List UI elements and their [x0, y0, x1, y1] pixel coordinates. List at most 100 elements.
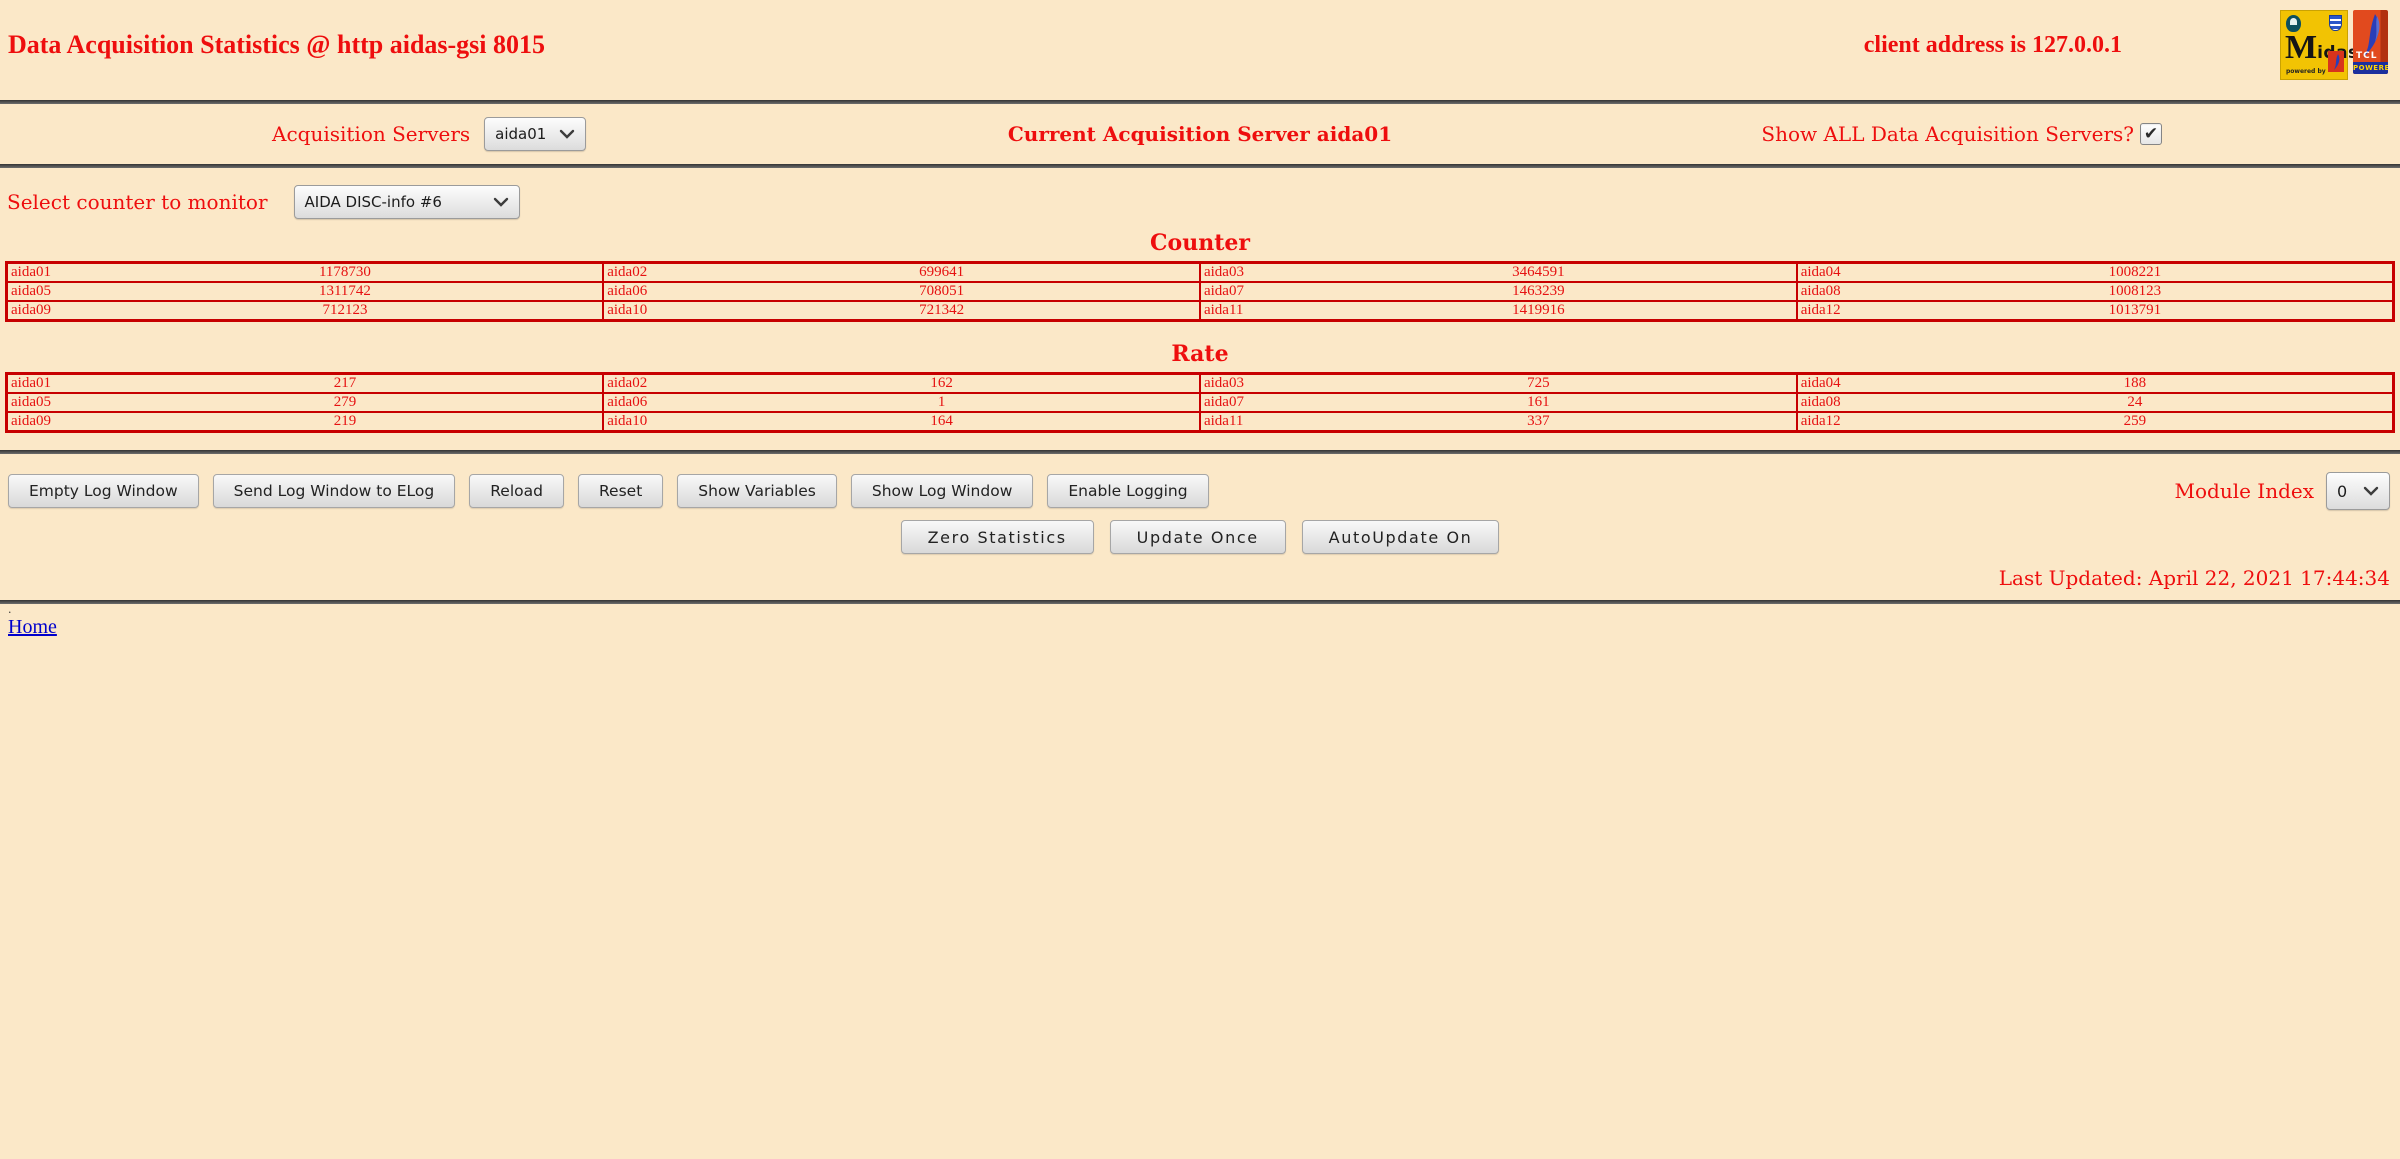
tcl-powered-logo[interactable]: TCL POWERED: [2353, 10, 2388, 74]
value-cell: 217: [87, 372, 605, 394]
checkmark-icon: ✔: [2143, 124, 2159, 144]
table-row: aida01 1178730 aida02 699641 aida03 3464591 ai…: [5, 261, 2395, 283]
acquisition-server-select[interactable]: aida01: [484, 117, 587, 151]
midas-shield-icon: [2286, 15, 2301, 32]
divider-top: [0, 100, 2400, 104]
midas-powered-by-text: powered by: [2286, 68, 2326, 75]
autoupdate-on-button[interactable]: AutoUpdate On: [1301, 520, 1500, 554]
tcl-powered-text: POWERED: [2353, 62, 2388, 74]
value-cell: 1013791: [1877, 300, 2395, 322]
value-cell: 188: [1877, 372, 2395, 394]
server-name-cell: aida02: [602, 372, 685, 394]
value-cell: 161: [1281, 392, 1798, 413]
show-all-label: Show ALL Data Acquisition Servers?: [1761, 122, 2134, 146]
header: Data Acquisition Statistics @ http aidas…: [0, 0, 2400, 100]
server-name-cell: aida03: [1198, 261, 1282, 283]
counter-monitor-select[interactable]: AIDA DISC-info #6: [293, 185, 520, 219]
show-log-window-button[interactable]: Show Log Window: [850, 474, 1034, 508]
value-cell: 1311742: [87, 281, 605, 302]
server-name-cell: aida06: [602, 281, 685, 302]
value-cell: 712123: [87, 300, 605, 322]
value-cell: 1178730: [87, 261, 605, 283]
enable-logging-button[interactable]: Enable Logging: [1047, 474, 1209, 508]
server-name-cell: aida08: [1795, 392, 1878, 413]
counter-select-label: Select counter to monitor: [7, 190, 268, 214]
home-link[interactable]: Home: [8, 616, 57, 638]
server-name-cell: aida11: [1198, 300, 1282, 322]
counter-select-row: Select counter to monitor AIDA DISC-info…: [7, 182, 2400, 222]
midas-logo[interactable]: Midas powered by: [2280, 10, 2358, 80]
server-name-cell: aida12: [1795, 411, 1878, 433]
send-log-window-to-elog-button[interactable]: Send Log Window to ELog: [212, 474, 456, 508]
server-name-cell: aida10: [602, 411, 685, 433]
zero-statistics-button[interactable]: Zero Statistics: [900, 520, 1094, 554]
server-name-cell: aida08: [1795, 281, 1878, 302]
value-cell: 337: [1281, 411, 1798, 433]
table-row: aida05 279 aida06 1 aida07 161 aida08 24: [5, 392, 2395, 413]
current-server-text: Current Acquisition Server aida01: [1007, 122, 1393, 146]
server-name-cell: aida07: [1198, 281, 1282, 302]
value-cell: 279: [87, 392, 605, 413]
server-name-cell: aida11: [1198, 411, 1282, 433]
midas-m: M: [2285, 29, 2318, 66]
chevron-down-icon: [559, 129, 575, 139]
midas-wordmark: Midas: [2285, 29, 2359, 67]
table-row: aida05 1311742 aida06 708051 aida07 1463239 ai…: [5, 281, 2395, 302]
server-name-cell: aida10: [602, 300, 685, 322]
module-index-select-value: 0: [2337, 481, 2348, 501]
server-name-cell: aida09: [5, 411, 88, 433]
value-cell: 699641: [684, 261, 1201, 283]
table-row: aida09 219 aida10 164 aida11 337 aida12 259: [5, 411, 2395, 433]
rate-table-title: Rate: [1171, 341, 1229, 367]
last-updated-text: Last Updated: April 22, 2021 17:44:34: [1998, 566, 2390, 590]
tcl-name-text: TCL: [2356, 51, 2378, 61]
divider-bottom: [0, 600, 2400, 604]
divider-tables: [0, 450, 2400, 454]
value-cell: 708051: [684, 281, 1201, 302]
update-toolbar: Zero Statistics Update Once AutoUpdate O…: [0, 520, 2400, 554]
table-row: aida01 217 aida02 162 aida03 725 aida04 188: [5, 372, 2395, 394]
tcl-feather-icon: [2363, 14, 2380, 58]
stray-dot: .: [8, 603, 12, 616]
module-index-group: Module Index 0: [2174, 471, 2390, 511]
rate-table: aida01 217 aida02 162 aida03 725 aida04 188 aida…: [5, 372, 2395, 433]
value-cell: 1463239: [1281, 281, 1798, 302]
server-name-cell: aida01: [5, 372, 88, 394]
server-name-cell: aida05: [5, 392, 88, 413]
module-index-label: Module Index: [2174, 479, 2315, 503]
server-bar: Acquisition Servers aida01 Current Acqui…: [0, 104, 2400, 164]
acquisition-servers-group: Acquisition Servers aida01: [272, 117, 587, 151]
value-cell: 1008221: [1877, 261, 2395, 283]
counter-table: aida01 1178730 aida02 699641 aida03 3464591 ai…: [5, 261, 2395, 322]
client-address-text: client address is 127.0.0.1: [1863, 32, 2122, 58]
server-name-cell: aida04: [1795, 261, 1878, 283]
value-cell: 721342: [684, 300, 1201, 322]
value-cell: 1008123: [1877, 281, 2395, 302]
divider-server: [0, 164, 2400, 168]
empty-log-window-button[interactable]: Empty Log Window: [8, 474, 199, 508]
update-once-button[interactable]: Update Once: [1109, 520, 1286, 554]
reset-button[interactable]: Reset: [577, 474, 664, 508]
value-cell: 725: [1281, 372, 1798, 394]
value-cell: 24: [1877, 392, 2395, 413]
table-row: aida09 712123 aida10 721342 aida11 1419916 aid…: [5, 300, 2395, 322]
value-cell: 164: [684, 411, 1201, 433]
logo-group: Midas powered by TCL POWERED: [2280, 10, 2388, 80]
server-name-cell: aida12: [1795, 300, 1878, 322]
show-all-checkbox[interactable]: ✔: [2140, 123, 2162, 145]
server-name-cell: aida07: [1198, 392, 1282, 413]
reload-button[interactable]: Reload: [469, 474, 564, 508]
server-name-cell: aida03: [1198, 372, 1282, 394]
feather-icon: [2328, 51, 2344, 75]
server-name-cell: aida04: [1795, 372, 1878, 394]
value-cell: 219: [87, 411, 605, 433]
log-toolbar: Empty Log Window Send Log Window to ELog…: [8, 471, 2400, 511]
show-variables-button[interactable]: Show Variables: [677, 474, 837, 508]
module-index-select[interactable]: 0: [2326, 472, 2390, 510]
server-name-cell: aida02: [602, 261, 685, 283]
server-name-cell: aida01: [5, 261, 88, 283]
chevron-down-icon: [493, 197, 508, 207]
server-name-cell: aida09: [5, 300, 88, 322]
counter-table-title: Counter: [1150, 230, 1250, 256]
value-cell: 259: [1877, 411, 2395, 433]
